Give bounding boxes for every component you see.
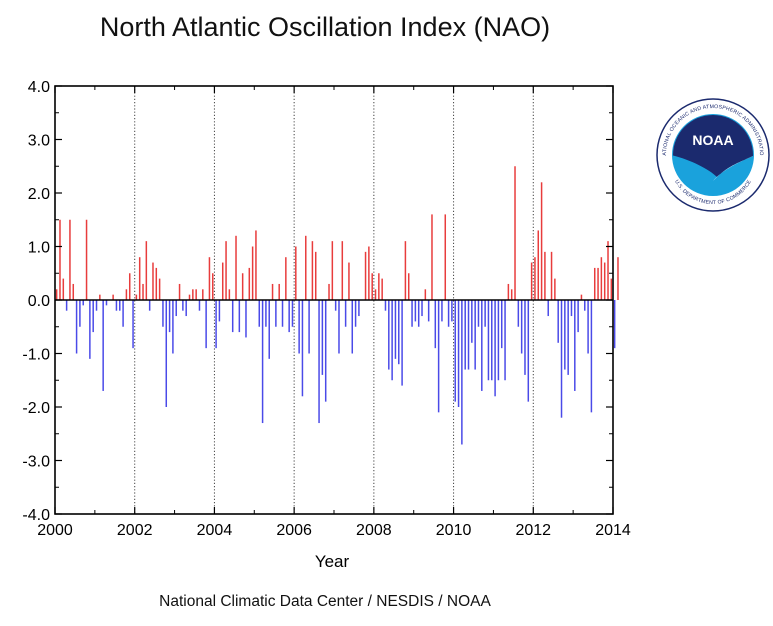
y-tick-label: 1.0 [28, 240, 50, 257]
noaa-logo: NOAA NATIONAL OCEANIC AND ATMOSPHERIC AD… [655, 97, 770, 212]
x-tick-label: 2012 [515, 522, 551, 539]
x-tick-label: 2014 [595, 522, 631, 539]
source-credit: National Climatic Data Center / NESDIS /… [159, 593, 491, 610]
noaa-logo-wordmark: NOAA [692, 132, 733, 148]
y-tick-label: 0.0 [28, 293, 50, 310]
x-tick-label: 2006 [276, 522, 312, 539]
y-tick-label: -2.0 [22, 400, 50, 417]
y-tick-label: 4.0 [28, 79, 50, 96]
x-tick-label: 2002 [117, 522, 153, 539]
x-axis-label: Year [315, 552, 350, 571]
bar-series [55, 166, 619, 445]
x-tick-label: 2008 [356, 522, 392, 539]
y-tick-label: 2.0 [28, 186, 50, 203]
nao-bar-chart: 2000 2002 2004 2006 2008 2010 2012 2014 4.0 3.0 2.… [22, 79, 630, 571]
y-tick-label: -1.0 [22, 347, 50, 364]
y-tick-label: -4.0 [22, 507, 50, 524]
y-tick-label: -3.0 [22, 454, 50, 471]
grid-lines [134, 86, 534, 514]
x-tick-label: 2010 [436, 522, 472, 539]
axis-ticks: 2000 2002 2004 2006 2008 2010 2012 2014 4.0 3.0 2.… [22, 79, 630, 539]
chart-title: North Atlantic Oscillation Index (NAO) [99, 12, 551, 42]
x-tick-label: 2004 [197, 522, 233, 539]
x-tick-label: 2000 [37, 522, 73, 539]
y-tick-label: 3.0 [28, 133, 50, 150]
